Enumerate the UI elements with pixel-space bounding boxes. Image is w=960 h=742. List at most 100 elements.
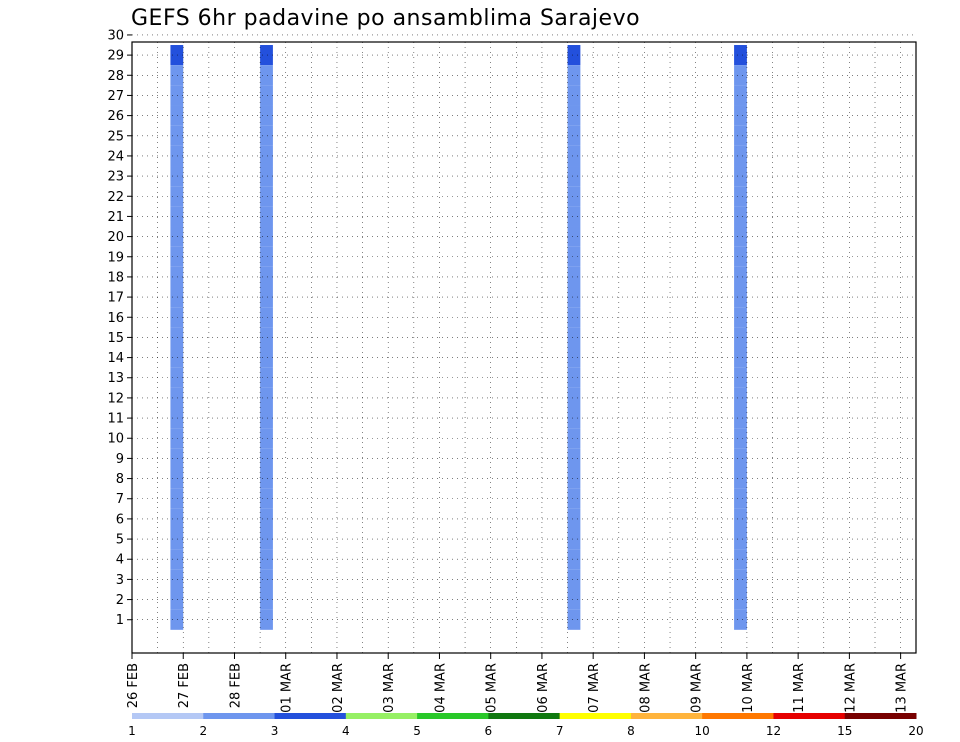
heatmap-cell <box>567 186 581 207</box>
heatmap-cell <box>734 508 747 529</box>
heatmap-cell <box>734 408 747 429</box>
heatmap-cell <box>260 528 273 550</box>
heatmap-cell <box>567 45 581 66</box>
heatmap-cell <box>734 145 747 167</box>
heatmap-cell <box>567 347 581 368</box>
heatmap-cell <box>170 609 184 630</box>
heatmap-cell <box>734 166 747 187</box>
heatmap-cell <box>734 609 747 630</box>
x-tick-label: 26 FEB <box>126 663 141 708</box>
heatmap-cell <box>567 508 581 529</box>
colorbar-label: 15 <box>837 724 852 738</box>
heatmap-cell <box>170 549 184 570</box>
y-tick-label: 28 <box>107 69 124 84</box>
heatmap-cell <box>260 468 273 489</box>
heatmap-cell <box>734 528 747 550</box>
heatmap-cell <box>260 287 273 308</box>
heatmap-cell <box>567 468 581 489</box>
heatmap-cell <box>170 266 184 288</box>
heatmap-cell <box>567 65 581 86</box>
heatmap-cell <box>170 105 184 126</box>
x-axis: 26 FEB 27 FEB 28 FEB 01 MAR 02 MAR 03 MAR 04 M… <box>126 653 910 713</box>
heatmap-cell <box>170 448 184 469</box>
heatmap-cell <box>170 428 184 449</box>
colorbar-label: 1 <box>128 724 136 738</box>
colorbar-label: 3 <box>271 724 279 738</box>
heatmap-cell <box>260 65 273 86</box>
heatmap-cell <box>734 549 747 570</box>
x-tick-label: 02 MAR <box>331 663 346 713</box>
heatmap-cell <box>260 166 273 187</box>
heatmap-cell <box>170 145 184 167</box>
heatmap-cell <box>260 105 273 126</box>
y-tick-label: 14 <box>107 351 124 366</box>
heatmap-cell <box>260 428 273 449</box>
heatmap-cell <box>567 549 581 570</box>
heatmap-cell <box>734 206 747 227</box>
x-tick-label: 27 FEB <box>177 663 192 708</box>
y-tick-label: 27 <box>107 89 124 104</box>
heatmap-cell <box>567 226 581 247</box>
grid-lines <box>131 34 916 653</box>
heatmap-cell <box>734 45 747 66</box>
colorbar-swatch <box>417 713 489 719</box>
plot-frame <box>131 41 917 654</box>
heatmap-cell <box>170 186 184 207</box>
y-tick-label: 11 <box>107 412 124 427</box>
heatmap-cell <box>260 347 273 368</box>
y-tick-label: 1 <box>116 613 124 628</box>
x-tick-label: 05 MAR <box>485 663 500 713</box>
heatmap-cell <box>734 125 747 146</box>
y-tick-label: 18 <box>107 270 124 285</box>
x-tick-label: 28 FEB <box>228 663 243 708</box>
y-tick-label: 7 <box>116 492 124 507</box>
y-tick-label: 10 <box>107 432 124 447</box>
heatmap-cell <box>170 206 184 227</box>
heatmap-cell <box>734 287 747 308</box>
y-tick-label: 30 <box>107 28 124 43</box>
colorbar-swatch <box>345 713 418 719</box>
heatmap-cell <box>734 448 747 469</box>
heatmap-cell <box>170 125 184 146</box>
heatmap-cell <box>260 125 273 146</box>
x-tick-label: 06 MAR <box>536 663 551 713</box>
heatmap-cell <box>170 85 184 106</box>
colorbar-swatch <box>559 713 632 719</box>
y-tick-label: 6 <box>116 512 124 527</box>
heatmap-cell <box>567 287 581 308</box>
heatmap-cell <box>734 347 747 368</box>
heatmap-cell <box>734 367 747 388</box>
heatmap-cell <box>567 246 581 267</box>
y-tick-label: 5 <box>116 533 124 548</box>
heatmap-cell <box>260 327 273 348</box>
y-tick-label: 19 <box>107 250 124 265</box>
y-tick-label: 26 <box>107 109 124 124</box>
y-tick-label: 29 <box>107 49 124 64</box>
heatmap-cell <box>567 105 581 126</box>
heatmap-cell <box>260 145 273 167</box>
colorbar-swatch <box>488 713 561 719</box>
heatmap-cell <box>170 508 184 529</box>
heatmap-cell <box>170 226 184 247</box>
heatmap-cell <box>567 408 581 429</box>
y-tick-label: 20 <box>107 230 124 245</box>
y-tick-label: 17 <box>107 291 124 306</box>
y-axis: 1234567891011121314151617181920212223242… <box>107 28 132 628</box>
y-tick-label: 15 <box>107 331 124 346</box>
heatmap-cell <box>567 528 581 550</box>
x-tick-label: 10 MAR <box>741 663 756 713</box>
heatmap-cell <box>170 488 184 509</box>
x-tick-label: 01 MAR <box>280 663 295 713</box>
x-tick-label: 04 MAR <box>433 663 448 713</box>
colorbar-swatch <box>702 713 774 719</box>
heatmap-cell <box>567 609 581 630</box>
colorbar-label: 10 <box>695 724 710 738</box>
heatmap-cell <box>567 266 581 288</box>
heatmap-cell <box>260 488 273 509</box>
heatmap-cell <box>260 549 273 570</box>
heatmap-cell <box>260 367 273 388</box>
x-tick-label: 12 MAR <box>843 663 858 713</box>
y-tick-label: 9 <box>116 452 124 467</box>
heatmap-cell <box>260 206 273 227</box>
heatmap-cell <box>260 85 273 106</box>
